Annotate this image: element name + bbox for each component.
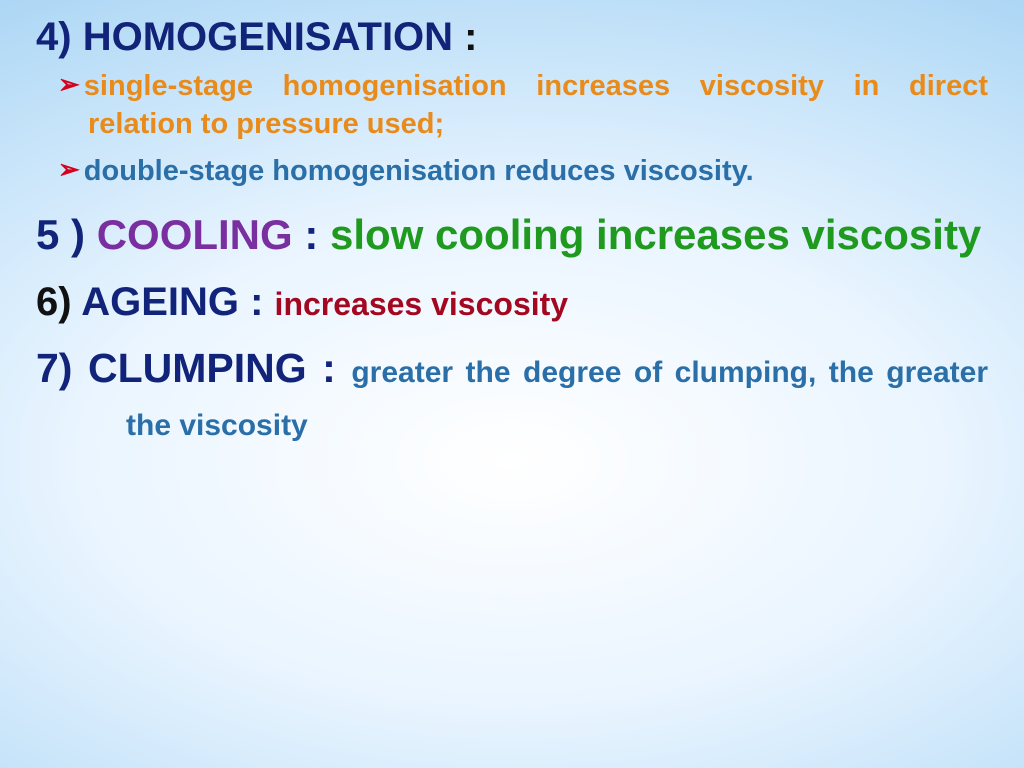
num-6: 6) [36, 280, 81, 324]
num-7: 7) [36, 345, 88, 391]
arrow-icon: ➢ [58, 154, 84, 184]
body-cooling: slow cooling increases viscosity [330, 211, 981, 258]
colon-6: : [250, 280, 274, 324]
body-ageing: increases viscosity [275, 286, 569, 322]
title-homogenisation: HOMOGENISATION [83, 15, 464, 59]
bullet2-text: double-stage homogenisation reduces visc… [84, 155, 754, 187]
num-4: 4) [36, 15, 83, 59]
bullet-single-stage: ➢single-stage homogenisation increases v… [36, 68, 988, 143]
section-ageing: 6) AGEING : increases viscosity [36, 276, 988, 328]
num-5: 5 ) [36, 211, 97, 258]
title-cooling: COOLING [97, 211, 305, 258]
section-cooling: 5 ) COOLING : slow cooling increases vis… [36, 209, 988, 262]
title-clumping: CLUMPING [88, 345, 322, 391]
bullet-double-stage: ➢double-stage homogenisation reduces vis… [36, 153, 988, 191]
bullet1-text: single-stage homogenisation increases vi… [84, 70, 988, 140]
colon-7: : [322, 345, 351, 391]
section-homogenisation-heading: 4) HOMOGENISATION : [36, 12, 988, 62]
colon-5: : [304, 211, 330, 258]
colon-4: : [464, 15, 477, 59]
title-ageing: AGEING [81, 280, 250, 324]
section-clumping: 7) CLUMPING : greater the degree of clum… [36, 342, 988, 449]
arrow-icon: ➢ [58, 69, 84, 99]
